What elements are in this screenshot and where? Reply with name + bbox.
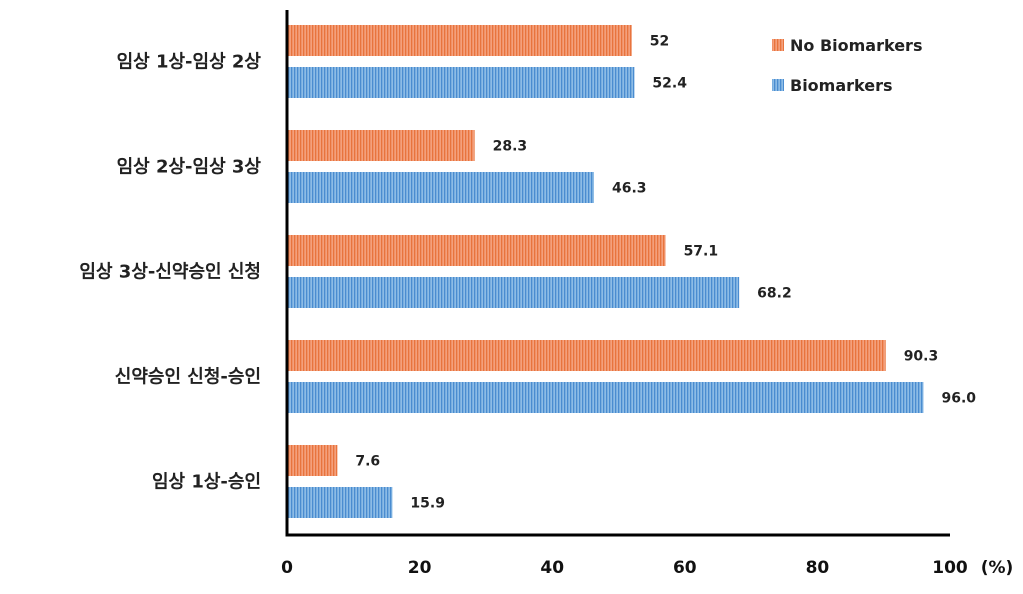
legend-swatch-biomarkers: [772, 79, 784, 91]
category-label: 임상 1상-임상 2상: [117, 52, 262, 73]
category-label: 임상 2상-임상 3상: [117, 157, 262, 178]
x-tick-label: 40: [540, 558, 564, 578]
x-tick-label: 60: [673, 558, 697, 578]
legend-label: Biomarkers: [790, 76, 893, 95]
data-label: 52: [650, 34, 669, 50]
bar-biomarkers-1: [287, 172, 594, 203]
category-label: 신약승인 신청-승인: [115, 366, 261, 388]
x-tick-label: 80: [806, 558, 830, 578]
bar-no-biomarkers-1: [287, 130, 475, 161]
legend-label: No Biomarkers: [790, 36, 922, 55]
x-tick-label: 100: [932, 558, 968, 578]
category-label: 임상 3상-신약승인 신청: [79, 261, 261, 283]
bar-biomarkers-2: [287, 277, 740, 308]
data-label: 15.9: [410, 496, 445, 512]
legend-swatch-no-biomarkers: [772, 39, 784, 51]
bar-no-biomarkers-2: [287, 235, 666, 266]
data-label: 46.3: [612, 181, 647, 197]
data-label: 57.1: [684, 244, 719, 260]
bar-no-biomarkers-0: [287, 25, 632, 56]
bar-biomarkers-4: [287, 487, 393, 518]
data-label: 52.4: [652, 76, 687, 92]
bar-no-biomarkers-4: [287, 445, 338, 476]
data-label: 7.6: [355, 454, 380, 470]
x-tick-label: 20: [408, 558, 432, 578]
x-tick-label: 0: [281, 558, 293, 578]
data-label: 96.0: [941, 391, 976, 407]
bar-biomarkers-3: [287, 382, 924, 413]
data-label: 68.2: [757, 286, 792, 302]
x-unit-label: (%): [981, 558, 1014, 578]
category-label: 임상 1상-승인: [152, 472, 261, 493]
bar-no-biomarkers-3: [287, 340, 886, 371]
data-label: 28.3: [493, 139, 528, 155]
data-label: 90.3: [904, 349, 939, 365]
bar-biomarkers-0: [287, 67, 635, 98]
